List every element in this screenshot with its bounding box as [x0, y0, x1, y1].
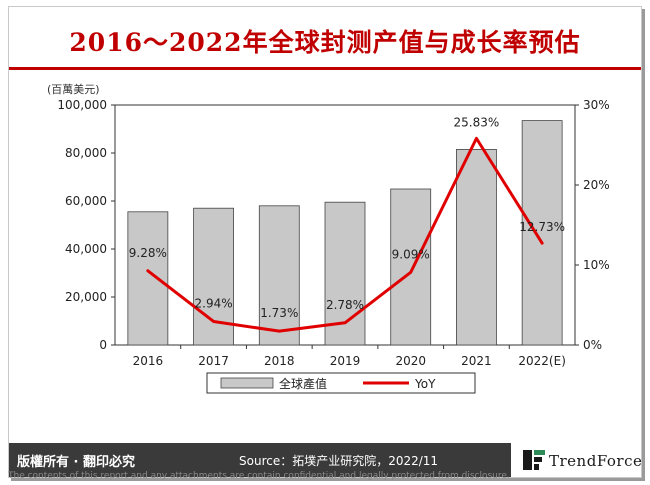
left-axis-tick-label: 80,000	[65, 146, 107, 160]
legend-label-line: YoY	[414, 377, 436, 391]
bar-2022(E)	[521, 120, 563, 346]
yoy-data-label: 25.83%	[454, 115, 500, 129]
chart-title: 2016～2022年全球封测产值与成长率预估	[69, 28, 581, 57]
yoy-data-label: 2.94%	[195, 296, 233, 310]
yoy-line	[146, 136, 544, 333]
yoy-data-label: 12.73%	[519, 220, 565, 234]
trendforce-logo: TrendForce	[511, 443, 643, 477]
source-text: Source：拓墣产业研究院，2022/11	[239, 454, 439, 468]
bar-2021	[456, 148, 497, 346]
legend-box	[206, 372, 476, 394]
x-axis-label-2022(E): 2022(E)	[518, 354, 565, 368]
left-axis-tick-label: 20,000	[65, 290, 107, 304]
x-axis-label-2021: 2021	[461, 354, 492, 368]
yoy-data-label: 9.09%	[392, 247, 430, 261]
copyright-text: 版權所有 · 翻印必究	[17, 455, 135, 470]
slide-frame: 2016～2022年全球封测产值与成长率预估 (百萬美元) 0 20,000 40,…	[8, 6, 642, 478]
yoy-data-label: 1.73%	[260, 306, 298, 320]
right-axis-tick-label: 20%	[583, 178, 610, 192]
left-axis-tick-label: 100,000	[57, 98, 107, 112]
left-axis-tick-label: 60,000	[65, 194, 107, 208]
bar-2016	[127, 211, 169, 346]
x-axis-label-2020: 2020	[395, 354, 426, 368]
left-axis-tick-label: 40,000	[65, 242, 107, 256]
x-axis-label-2018: 2018	[264, 354, 295, 368]
bar-2018	[258, 205, 300, 346]
yoy-data-label: 2.78%	[326, 298, 364, 312]
x-axis-label-2019: 2019	[330, 354, 361, 368]
left-axis-tick-label: 0	[99, 338, 107, 352]
title-rule	[9, 67, 641, 70]
right-axis-tick-label: 10%	[583, 258, 610, 272]
logo-text: TrendForce	[549, 452, 643, 470]
yoy-data-label: 9.28%	[129, 246, 167, 260]
right-axis-tick-label: 30%	[583, 98, 610, 112]
right-axis-tick-label: 0%	[583, 338, 602, 352]
bar-2020	[390, 188, 432, 346]
legend-label-bar: 全球產值	[279, 376, 327, 391]
footer-bar: 版權所有 · 翻印必究 Source：拓墣产业研究院，2022/11 Trend…	[9, 443, 643, 477]
unit-label: (百萬美元)	[47, 83, 100, 96]
chart-area: (百萬美元) 0 20,000 40,000 60,000 80,000 100,000 0…	[47, 83, 610, 394]
disclaimer-text: The contents of this report and any atta…	[8, 471, 510, 481]
x-axis-label-2016: 2016	[133, 354, 164, 368]
x-axis-label-2017: 2017	[198, 354, 229, 368]
legend-swatch-bar	[220, 377, 274, 389]
trendforce-logo-icon	[523, 450, 545, 470]
